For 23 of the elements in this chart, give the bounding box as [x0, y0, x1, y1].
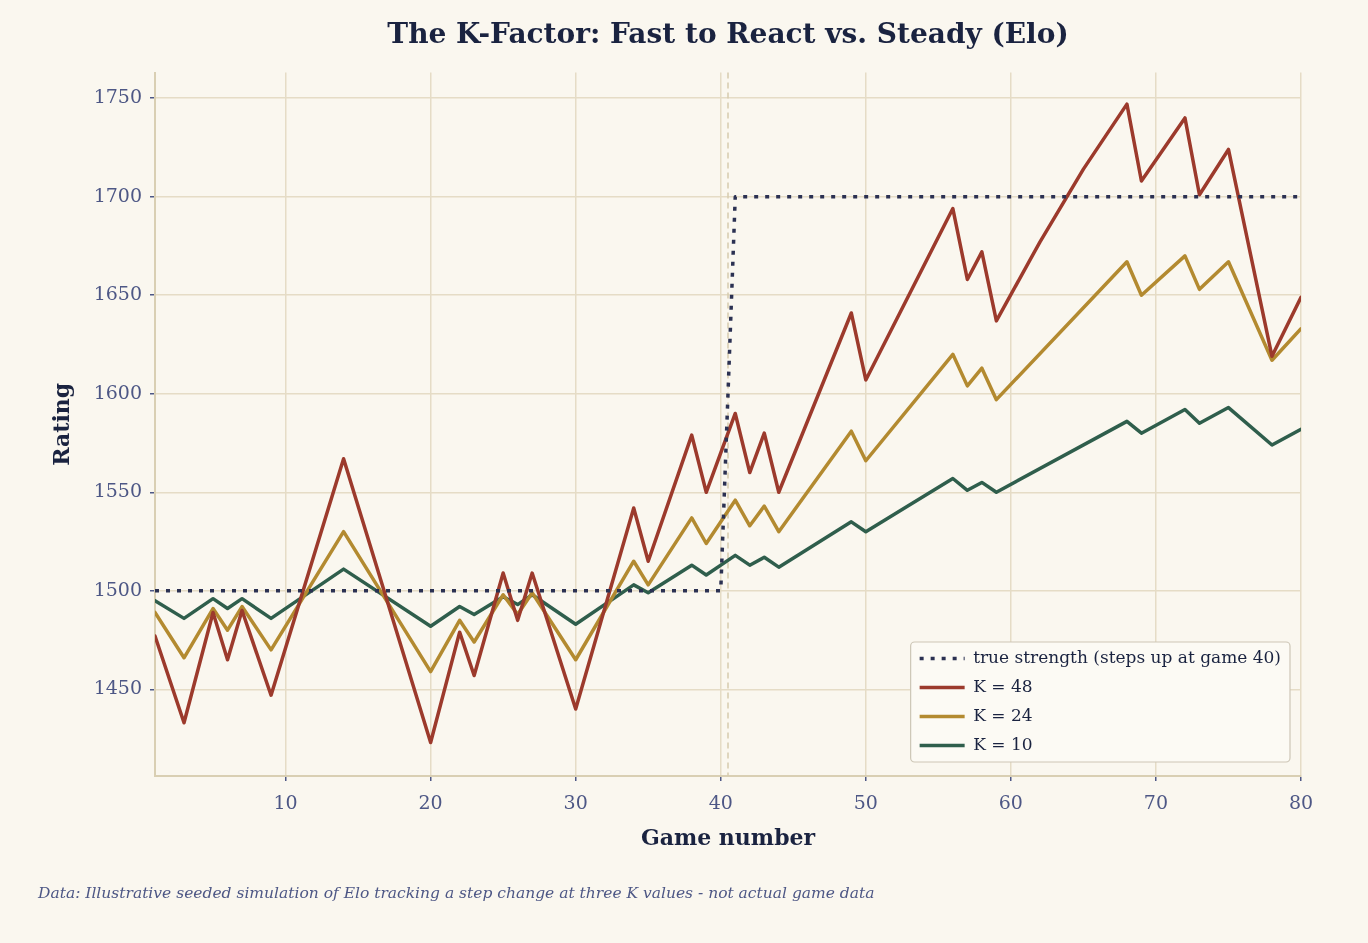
y-tick-label: 1600: [93, 380, 142, 403]
y-tick-label: 1750: [93, 85, 142, 108]
legend-label: K = 10: [973, 733, 1033, 754]
legend-label: K = 24: [973, 704, 1033, 725]
x-tick-label: 10: [273, 791, 298, 814]
y-tick-label: 1500: [93, 577, 142, 600]
y-tick-label: 1650: [93, 282, 142, 305]
x-axis-title: Game number: [640, 823, 816, 850]
legend-label: K = 48: [973, 675, 1033, 696]
x-tick-label: 50: [853, 791, 878, 814]
text: Data: Illustrative seeded simulation of Elo tracking a step change at three K values - not actual game data: [38, 884, 875, 902]
x-tick-label: 40: [708, 791, 733, 814]
chart-title: The K-Factor: Fast to React vs. Steady (Elo): [387, 17, 1069, 51]
x-tick-label: 70: [1143, 791, 1169, 814]
x-tick-label: 80: [1288, 791, 1314, 814]
y-tick-label: 1450: [93, 676, 142, 699]
legend-label: true strength (steps up at game 40): [973, 646, 1281, 667]
x-tick-label: 30: [563, 791, 588, 814]
x-tick-label: 60: [998, 791, 1023, 814]
y-tick-label: 1700: [93, 183, 142, 206]
y-tick-label: 1550: [93, 479, 142, 502]
y-axis-title: Rating: [47, 382, 74, 466]
x-tick-label: 20: [418, 791, 443, 814]
